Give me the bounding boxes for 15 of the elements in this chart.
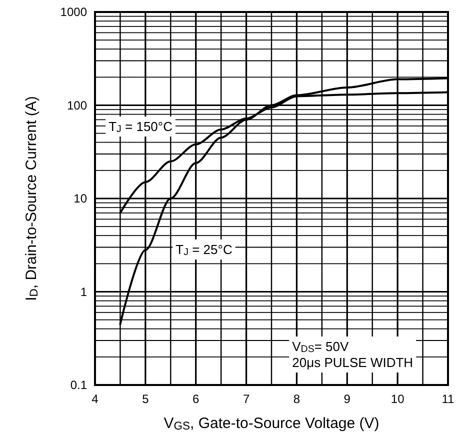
- x-tick-label: 11: [442, 392, 455, 406]
- y-tick-label: 1: [80, 284, 88, 299]
- x-tick-label: 8: [293, 392, 300, 406]
- y-tick-label: 10: [74, 192, 88, 206]
- x-tick-label: 4: [92, 392, 99, 406]
- x-tick-label: 5: [142, 392, 150, 406]
- y-tick-label: 1000: [60, 5, 88, 19]
- y-tick-label: 100: [66, 98, 88, 112]
- x-tick-label: 9: [344, 392, 351, 406]
- x-tick-label: 6: [192, 392, 200, 406]
- y-tick-label: 0.1: [70, 378, 88, 392]
- x-tick-label: 7: [242, 392, 250, 406]
- y-axis-title: ID, Drain-to-Source Current (A): [23, 96, 40, 301]
- x-axis-title: VGS, Gate-to-Source Voltage (V): [164, 415, 380, 432]
- x-tick-label: 10: [390, 392, 405, 406]
